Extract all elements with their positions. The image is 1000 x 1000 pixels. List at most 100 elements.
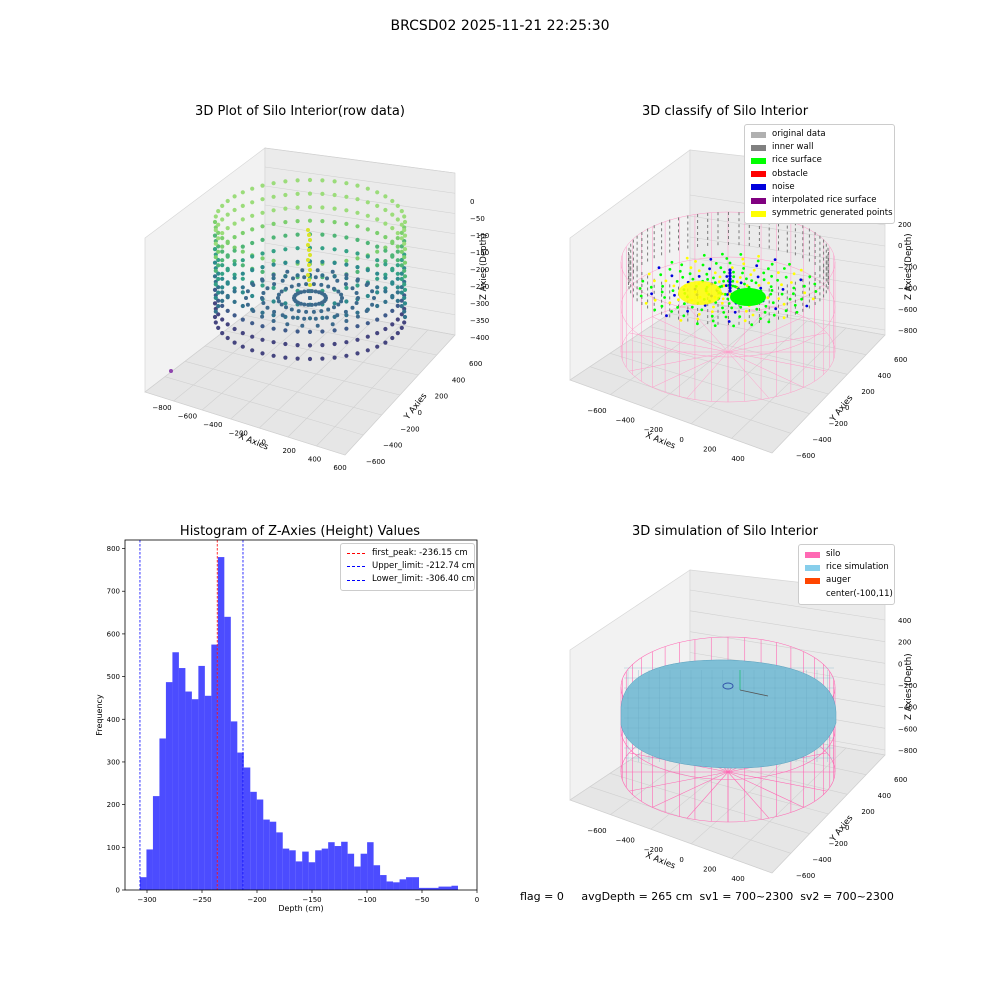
point	[825, 284, 827, 288]
histogram-bar	[269, 821, 277, 890]
point	[395, 285, 400, 290]
point	[825, 255, 827, 259]
point	[326, 307, 331, 312]
tick-label: −600	[898, 306, 917, 314]
legend-entry: inner wall	[751, 141, 888, 154]
point	[632, 239, 634, 243]
point	[320, 329, 325, 334]
point	[770, 262, 774, 266]
point	[802, 243, 804, 247]
point	[649, 285, 653, 289]
point	[375, 249, 380, 254]
point	[792, 286, 796, 290]
point	[212, 314, 218, 320]
point	[653, 279, 656, 283]
point	[307, 205, 313, 210]
point	[678, 229, 679, 233]
tick-label: 200	[861, 388, 874, 396]
rice-surface-cluster	[730, 288, 766, 306]
point	[320, 191, 325, 196]
point	[220, 317, 225, 322]
point	[792, 292, 795, 296]
point	[628, 264, 629, 267]
point	[707, 224, 709, 228]
point	[260, 310, 265, 315]
point	[657, 266, 661, 270]
point	[399, 257, 404, 263]
point	[271, 353, 276, 358]
point	[383, 262, 388, 267]
point	[728, 286, 732, 290]
point	[291, 276, 295, 281]
point	[647, 240, 649, 244]
point	[738, 218, 740, 222]
point	[738, 236, 740, 240]
tick-label: 400	[308, 455, 321, 463]
point	[332, 305, 336, 310]
point	[802, 284, 804, 288]
point	[283, 220, 288, 225]
point	[632, 245, 634, 249]
status-footer: flag = 0 avgDepth = 265 cm sv1 = 700~230…	[520, 890, 894, 903]
point	[678, 241, 679, 245]
point	[724, 315, 728, 319]
point	[784, 309, 788, 313]
point	[774, 307, 778, 311]
point	[770, 289, 774, 292]
point	[697, 220, 699, 223]
point	[383, 286, 388, 291]
point	[375, 344, 380, 349]
point	[630, 255, 632, 259]
point	[271, 262, 276, 267]
point	[260, 251, 265, 256]
point	[641, 279, 645, 283]
point	[355, 224, 360, 229]
point	[284, 305, 288, 310]
histogram-bar	[263, 819, 270, 890]
point	[653, 225, 655, 229]
point	[772, 313, 776, 317]
point	[390, 322, 395, 327]
point	[707, 230, 709, 234]
point	[722, 311, 726, 314]
point	[220, 298, 225, 303]
point	[390, 226, 395, 231]
point	[713, 271, 717, 275]
point	[276, 296, 280, 300]
point	[803, 291, 807, 295]
point	[722, 270, 726, 274]
point	[717, 303, 719, 307]
point	[232, 235, 237, 240]
point	[768, 318, 770, 322]
point	[768, 239, 770, 243]
histogram-x-tick-label: −150	[302, 896, 321, 904]
point	[225, 280, 230, 285]
point	[240, 217, 245, 222]
histogram-y-tick-label: 800	[107, 545, 120, 553]
histogram-x-tick-label: 0	[475, 896, 479, 904]
point	[647, 252, 649, 256]
point	[395, 263, 400, 268]
histogram-bar	[178, 668, 186, 890]
point	[220, 276, 225, 281]
point	[802, 225, 804, 229]
point	[714, 262, 718, 265]
point	[250, 334, 255, 339]
point	[220, 249, 225, 254]
point	[702, 253, 706, 257]
point	[306, 302, 311, 307]
point	[781, 288, 785, 291]
histogram-y-ticks: 0 100 200 300 400 500 600 700 800	[107, 545, 125, 895]
point	[808, 234, 810, 238]
cylinder-spoke	[629, 351, 729, 372]
point	[808, 252, 810, 256]
point	[777, 271, 780, 274]
point	[669, 237, 671, 241]
point	[711, 310, 714, 313]
tick-label: 0	[845, 404, 849, 412]
gridline	[184, 361, 382, 416]
point	[295, 356, 300, 361]
point	[375, 244, 380, 249]
